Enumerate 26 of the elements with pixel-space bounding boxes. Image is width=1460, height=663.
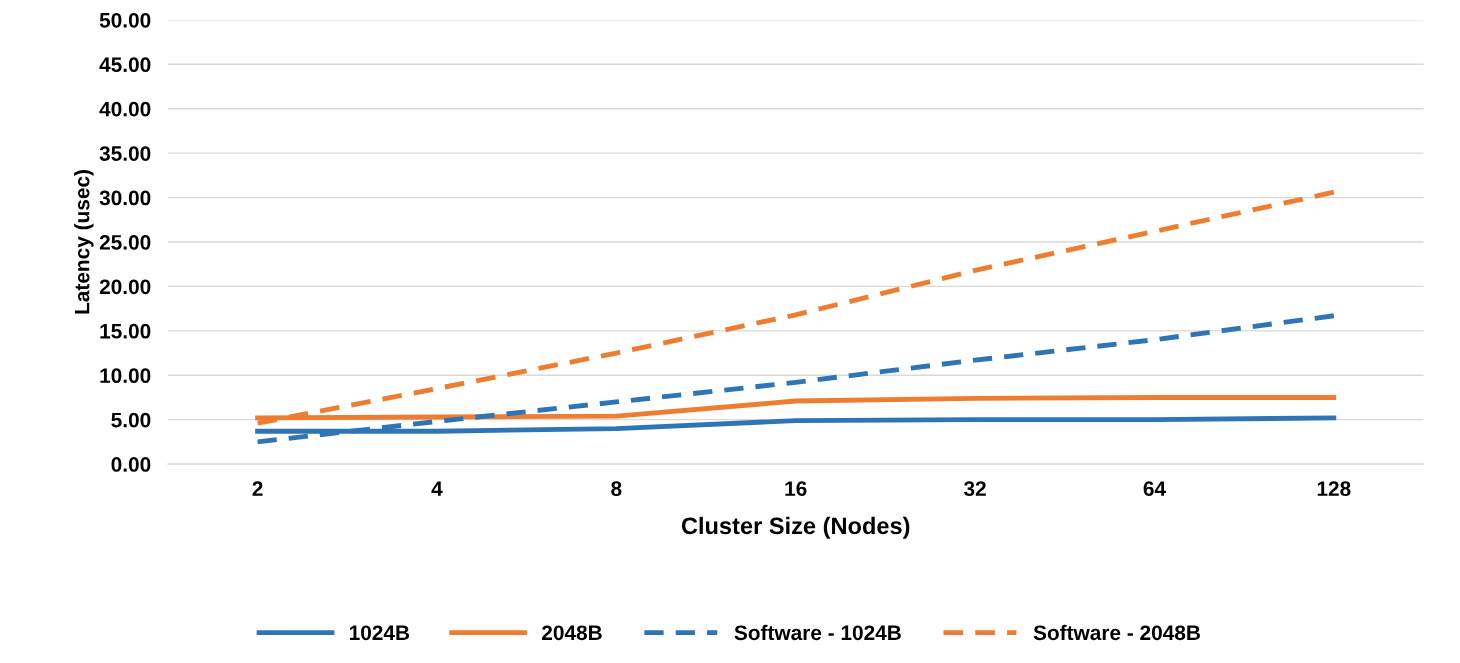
- y-axis-title: Latency (usec): [74, 170, 94, 314]
- y-tick-label: 10.00: [100, 368, 151, 384]
- y-tick-label: 50.00: [99, 12, 151, 28]
- y-tick-label: 30.00: [99, 190, 151, 206]
- x-tick-label: 128: [1317, 481, 1351, 497]
- legend-label: Software - 2048B: [1033, 624, 1200, 641]
- y-tick-label: 25.00: [99, 235, 151, 250]
- y-tick-label: 35.00: [99, 146, 151, 161]
- x-tick-label: 2: [252, 481, 263, 496]
- y-tick-label: 20.00: [99, 279, 151, 295]
- x-tick-label: 32: [963, 481, 986, 497]
- x-tick-label: 64: [1143, 481, 1166, 497]
- legend-label: 2048B: [542, 625, 602, 641]
- y-tick-label: 40.00: [99, 101, 151, 117]
- line-series: [255, 313, 1337, 445]
- legend-label: 1024B: [349, 625, 410, 641]
- y-tick-label: 15.00: [100, 323, 151, 339]
- x-axis-title: Cluster Size (Nodes): [681, 516, 910, 539]
- y-tick-label: 5.00: [111, 412, 151, 428]
- x-tick-label: 16: [785, 481, 807, 497]
- line-series: [255, 189, 1337, 426]
- y-tick-label: 45.00: [99, 57, 151, 73]
- x-tick-label: 8: [611, 481, 622, 497]
- y-tick-label: 0.00: [111, 457, 151, 472]
- legend-label: Software - 1024B: [734, 624, 901, 641]
- x-tick-label: 4: [431, 481, 443, 496]
